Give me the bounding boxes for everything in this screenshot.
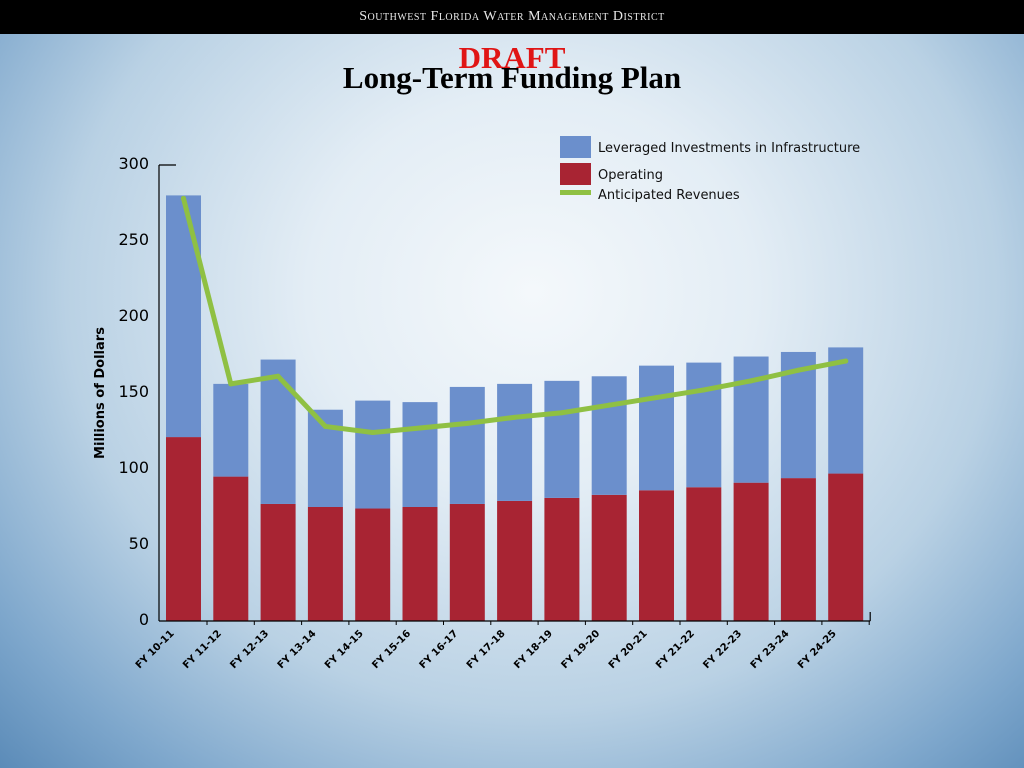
revenue-point-6 <box>464 420 470 426</box>
bar-leveraged-12 <box>733 356 769 483</box>
bar-leveraged-9 <box>591 376 627 495</box>
bar-operating-1 <box>213 476 249 621</box>
header-bar <box>0 0 1024 34</box>
x-tick-label-14: FY 24-25 <box>796 628 839 671</box>
bar-leveraged-11 <box>686 362 722 488</box>
revenue-point-11 <box>701 387 707 393</box>
revenue-point-4 <box>370 430 376 436</box>
revenue-point-2 <box>275 373 281 379</box>
legend-swatch-revenues <box>560 190 591 195</box>
legend-label-leveraged: Leveraged Investments in Infrastructure <box>598 141 860 156</box>
revenue-line-layer <box>181 195 849 436</box>
revenue-point-13 <box>795 367 801 373</box>
revenue-point-1 <box>228 381 234 387</box>
bar-operating-0 <box>166 437 201 621</box>
legend-swatch-operating <box>560 163 591 185</box>
x-tick-label-3: FY 13-14 <box>276 628 319 671</box>
x-tick-label-8: FY 18-19 <box>512 628 555 671</box>
x-tick-label-11: FY 21-22 <box>654 628 697 671</box>
bar-operating-8 <box>544 497 580 621</box>
bar-leveraged-2 <box>260 359 296 504</box>
bar-leveraged-5 <box>402 402 438 507</box>
bar-leveraged-1 <box>213 383 249 477</box>
x-tick-label-2: FY 12-13 <box>228 628 271 671</box>
bar-operating-12 <box>733 482 769 621</box>
bar-leveraged-4 <box>355 400 391 509</box>
x-tick-label-9: FY 19-20 <box>560 628 603 671</box>
bar-operating-2 <box>260 503 296 621</box>
draft-label: DRAFT <box>458 40 566 75</box>
organization-name: Southwest Florida Water Management Distr… <box>359 9 665 24</box>
bar-operating-10 <box>639 490 674 621</box>
page-title: Long-Term Funding Plan <box>342 60 682 95</box>
bar-layer <box>166 195 864 621</box>
bar-leveraged-7 <box>497 383 533 501</box>
y-tick-label-100: 100 <box>118 458 149 477</box>
x-tick-label-5: FY 15-16 <box>370 628 413 671</box>
legend-label-revenues: Anticipated Revenues <box>598 188 740 203</box>
revenue-point-3 <box>322 423 328 429</box>
legend-swatch-leveraged <box>560 136 591 158</box>
bar-operating-3 <box>307 507 343 621</box>
bar-operating-5 <box>402 507 438 621</box>
x-tick-label-7: FY 17-18 <box>465 628 508 671</box>
x-tick-label-4: FY 14-15 <box>323 628 366 671</box>
bar-operating-14 <box>828 473 864 621</box>
bar-operating-9 <box>591 494 627 621</box>
revenue-point-0 <box>181 195 186 201</box>
bar-operating-6 <box>449 503 485 621</box>
bar-operating-7 <box>497 500 533 621</box>
bar-leveraged-14 <box>828 347 864 474</box>
x-tick-label-6: FY 16-17 <box>418 628 461 671</box>
y-tick-label-150: 150 <box>118 382 149 401</box>
y-tick-label-200: 200 <box>118 306 149 325</box>
revenue-point-12 <box>748 378 754 384</box>
x-tick-label-13: FY 23-24 <box>749 628 792 671</box>
y-tick-label-0: 0 <box>139 610 149 629</box>
bar-leveraged-8 <box>544 380 580 498</box>
x-tick-label-12: FY 22-23 <box>701 628 744 671</box>
x-tick-label-0: FY 10-11 <box>134 628 177 671</box>
x-tick-label-10: FY 20-21 <box>607 628 650 671</box>
revenue-point-5 <box>417 425 423 431</box>
bar-operating-13 <box>780 478 816 621</box>
y-axis-label: Millions of Dollars <box>93 327 108 459</box>
y-tick-label-250: 250 <box>118 230 149 249</box>
legend: Leveraged Investments in Infrastructure O… <box>560 136 860 203</box>
revenue-point-8 <box>559 410 565 416</box>
legend-label-operating: Operating <box>598 168 663 183</box>
bar-operating-4 <box>355 508 391 621</box>
y-tick-label-50: 50 <box>129 534 149 553</box>
revenue-point-10 <box>654 395 659 401</box>
bar-leveraged-0 <box>166 195 201 438</box>
bar-leveraged-6 <box>449 386 485 504</box>
y-tick-label-300: 300 <box>118 154 149 173</box>
bar-operating-11 <box>686 487 722 621</box>
revenue-point-9 <box>606 402 612 408</box>
revenue-point-7 <box>512 414 518 420</box>
bar-leveraged-10 <box>639 365 674 491</box>
revenue-point-14 <box>843 358 849 364</box>
x-tick-label-1: FY 11-12 <box>181 628 224 671</box>
